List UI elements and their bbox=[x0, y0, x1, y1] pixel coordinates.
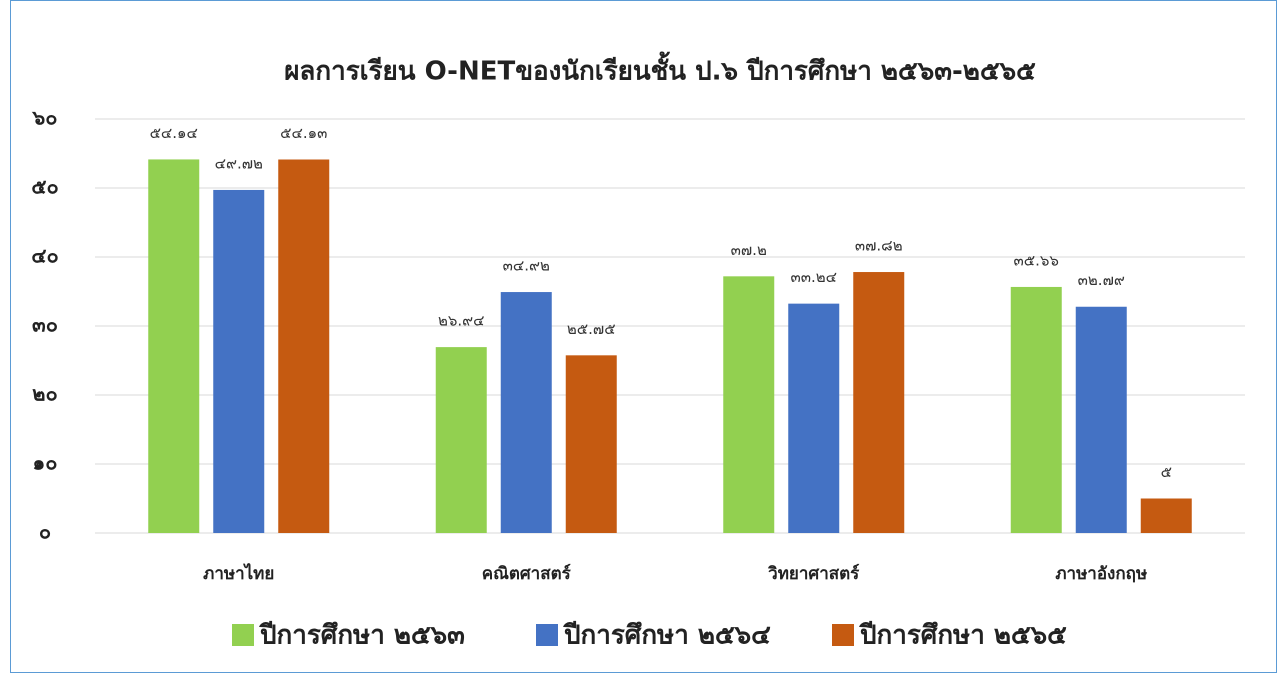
y-tick-label: ๑๐ bbox=[33, 451, 58, 475]
value-label: ๓๗.๘๒ bbox=[855, 237, 903, 255]
value-label: ๒๕.๗๕ bbox=[567, 320, 616, 338]
bar bbox=[853, 272, 905, 533]
value-label: ๔๙.๗๒ bbox=[215, 154, 263, 172]
x-tick-label: วิทยาศาสตร์ bbox=[768, 563, 860, 584]
value-label: ๓๗.๒ bbox=[731, 241, 767, 259]
value-label: ๓๒.๗๙ bbox=[1078, 271, 1125, 289]
bar bbox=[213, 189, 265, 533]
bar bbox=[435, 347, 487, 533]
y-tick-label: ๐ bbox=[39, 520, 51, 544]
legend-label: ปีการศึกษา ๒๕๖๓ bbox=[259, 621, 465, 651]
bar bbox=[1140, 498, 1192, 533]
bar bbox=[723, 276, 775, 533]
y-tick-label: ๒๐ bbox=[32, 382, 57, 406]
value-label: ๒๖.๙๔ bbox=[438, 312, 485, 330]
bar bbox=[148, 159, 200, 533]
y-tick-label: ๖๐ bbox=[32, 106, 58, 130]
x-tick-label: ภาษาอังกฤษ bbox=[1055, 564, 1147, 584]
bar bbox=[1075, 306, 1127, 533]
bar bbox=[500, 292, 552, 533]
x-tick-label: คณิตศาสตร์ bbox=[482, 563, 572, 584]
legend-label: ปีการศึกษา ๒๕๖๔ bbox=[563, 621, 771, 651]
bar bbox=[278, 159, 330, 534]
value-label: ๕๔.๑๓ bbox=[280, 124, 327, 142]
legend-swatch bbox=[232, 624, 254, 646]
y-tick-label: ๔๐ bbox=[31, 244, 58, 268]
legend-swatch bbox=[832, 624, 854, 646]
value-label: ๕ bbox=[1161, 463, 1172, 481]
bar bbox=[1010, 286, 1062, 533]
value-label: ๓๔.๙๒ bbox=[503, 257, 550, 275]
x-tick-label: ภาษาไทย bbox=[203, 563, 274, 584]
value-label: ๓๓.๒๔ bbox=[790, 268, 837, 286]
y-tick-label: ๓๐ bbox=[32, 313, 58, 337]
y-tick-label: ๕๐ bbox=[31, 175, 58, 199]
bar bbox=[565, 355, 617, 533]
legend-label: ปีการศึกษา ๒๕๖๕ bbox=[859, 621, 1067, 651]
chart-title: ผลการเรียน O-NETของนักเรียนชั้น ป.๖ ปีกา… bbox=[284, 51, 1036, 87]
value-label: ๓๕.๖๖ bbox=[1014, 251, 1059, 269]
bar bbox=[788, 303, 840, 533]
value-label: ๕๔.๑๔ bbox=[150, 124, 198, 142]
legend-swatch bbox=[536, 624, 558, 646]
